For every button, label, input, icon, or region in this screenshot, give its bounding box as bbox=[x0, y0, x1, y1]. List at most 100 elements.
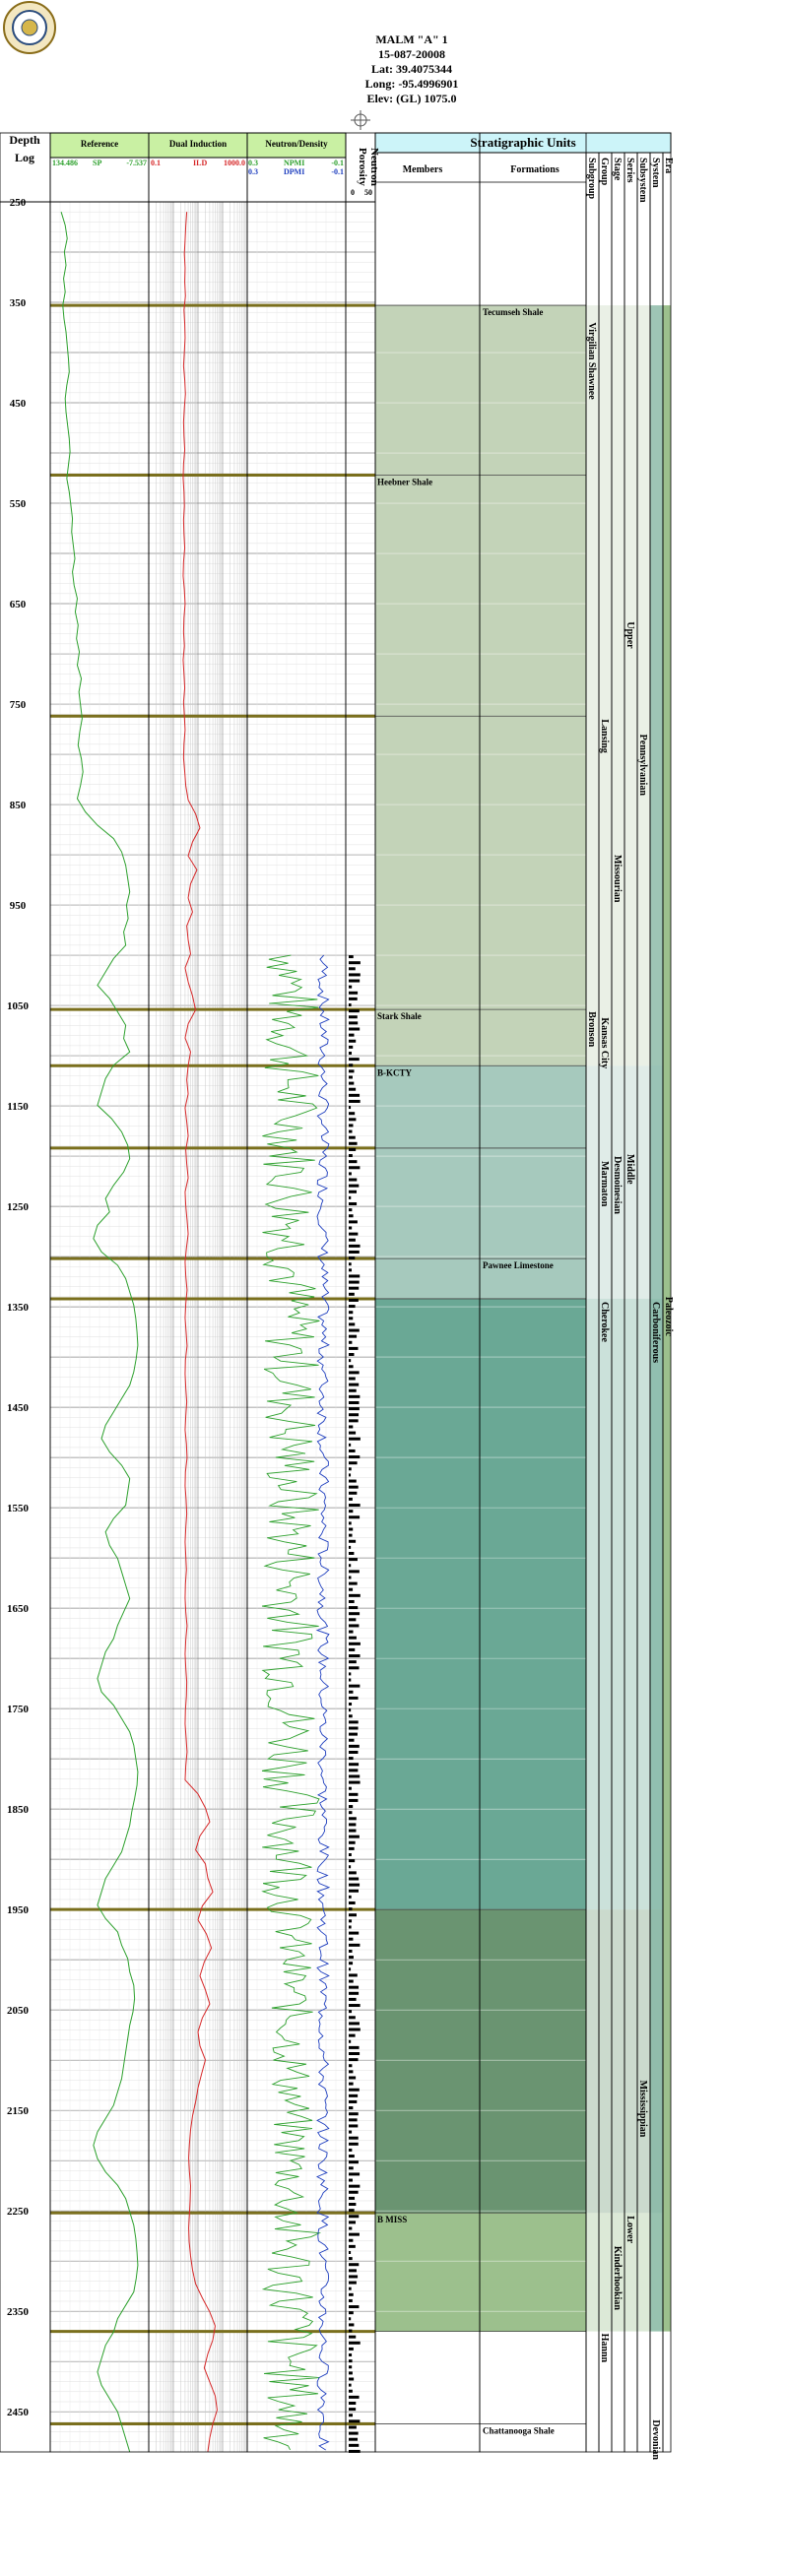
strat-unit-label: Upper bbox=[624, 621, 635, 649]
porosity-fill bbox=[349, 2311, 354, 2315]
strat-unit-label: Lansing bbox=[599, 719, 610, 752]
porosity-fill bbox=[349, 1124, 354, 1127]
ild-scale-curve: ILD bbox=[193, 159, 207, 167]
porosity-fill bbox=[349, 1256, 356, 1260]
dpmi-scale-curve: DPMI bbox=[284, 167, 304, 176]
porosity-fill bbox=[349, 1612, 361, 1616]
porosity-fill bbox=[349, 1394, 361, 1398]
porosity-fill bbox=[349, 2305, 360, 2309]
porosity-fill bbox=[349, 1112, 356, 1116]
porosity-fill bbox=[349, 2215, 360, 2219]
porosity-fill bbox=[349, 1647, 356, 1651]
porosity-fill bbox=[349, 1606, 359, 1610]
strat-unit-label: Carboniferous bbox=[650, 1302, 661, 1363]
crosshair-icon bbox=[351, 110, 370, 130]
porosity-fill bbox=[349, 1365, 354, 1369]
porosity-fill bbox=[349, 1497, 353, 1501]
porosity-fill bbox=[349, 1757, 354, 1761]
depth-tick-label: 1450 bbox=[7, 1402, 30, 1414]
strat-unit-label: Kinderhookian bbox=[612, 2246, 623, 2310]
porosity-fill bbox=[349, 2118, 358, 2122]
formation-top-label: Tecumseh Shale bbox=[483, 307, 543, 317]
porosity-fill bbox=[349, 2058, 359, 2062]
porosity-fill bbox=[349, 1696, 359, 1700]
depth-tick-label: 2250 bbox=[7, 2206, 30, 2218]
porosity-fill bbox=[349, 1093, 361, 1097]
ild-scale-max: 1000.0 bbox=[224, 159, 245, 167]
porosity-fill bbox=[349, 2064, 353, 2068]
npmi-scale-max: -0.1 bbox=[331, 159, 344, 167]
porosity-fill bbox=[349, 1214, 354, 1218]
npmi-scale-curve: NPMI bbox=[284, 159, 304, 167]
porosity-fill bbox=[349, 2160, 359, 2164]
porosity-fill bbox=[349, 1558, 358, 1562]
neutron-density-title: Neutron/Density bbox=[265, 139, 328, 149]
porosity-fill bbox=[349, 2269, 357, 2273]
porosity-fill bbox=[349, 1533, 353, 1537]
porosity-fill bbox=[349, 1250, 360, 1254]
porosity-fill bbox=[349, 1943, 361, 1947]
porosity-fill bbox=[349, 1437, 361, 1441]
porosity-fill bbox=[349, 1690, 354, 1694]
depth-tick-label: 650 bbox=[10, 599, 27, 611]
porosity-fill bbox=[349, 1106, 352, 1110]
porosity-fill bbox=[349, 1829, 357, 1833]
porosity-fill bbox=[349, 1545, 352, 1549]
porosity-fill bbox=[349, 2419, 361, 2423]
porosity-fill bbox=[349, 2004, 361, 2008]
porosity-fill bbox=[349, 1811, 353, 1815]
porosity-fill bbox=[349, 1720, 359, 1724]
depth-tick-label: 1550 bbox=[7, 1503, 30, 1514]
porosity-fill bbox=[349, 2443, 360, 2447]
porosity-fill bbox=[349, 2292, 354, 2296]
porosity-fill bbox=[349, 1479, 357, 1483]
formation-top-label: Stark Shale bbox=[377, 1011, 422, 1021]
porosity-fill bbox=[349, 979, 361, 983]
strat-unit-label: Virgilian Shawnee bbox=[586, 322, 597, 400]
porosity-fill bbox=[349, 1063, 354, 1067]
porosity-fill bbox=[349, 2298, 353, 2302]
porosity-fill bbox=[349, 1400, 360, 1404]
porosity-fill bbox=[349, 1305, 356, 1309]
porosity-fill bbox=[349, 1051, 353, 1055]
dpmi-curve bbox=[315, 954, 331, 2451]
porosity-fill bbox=[349, 1262, 352, 1266]
porosity-fill bbox=[349, 1636, 357, 1640]
porosity-fill bbox=[349, 1443, 352, 1447]
porosity-fill bbox=[349, 1172, 352, 1176]
porosity-fill bbox=[349, 2449, 361, 2453]
porosity-fill bbox=[349, 1527, 354, 1531]
porosity-fill bbox=[349, 1521, 352, 1525]
porosity-fill bbox=[349, 2329, 353, 2333]
porosity-fill bbox=[349, 1925, 352, 1929]
porosity-fill bbox=[349, 1141, 358, 1145]
strat-band bbox=[375, 2213, 586, 2332]
porosity-fill bbox=[349, 1726, 359, 1730]
porosity-fill bbox=[349, 1334, 358, 1338]
longitude: Long: -95.4996901 bbox=[365, 77, 459, 91]
porosity-fill bbox=[349, 1780, 361, 1784]
porosity-fill bbox=[349, 2184, 361, 2188]
porosity-fill bbox=[349, 1346, 359, 1350]
porosity-fill bbox=[349, 2425, 357, 2429]
strat-unit-label: Cherokee bbox=[599, 1302, 610, 1342]
formation-top-label: Heebner Shale bbox=[377, 477, 432, 486]
porosity-fill bbox=[349, 1798, 359, 1802]
porosity-fill bbox=[349, 1504, 361, 1508]
depth-tick-label: 1950 bbox=[7, 1904, 30, 1916]
strat-unit-label: Paleozoic bbox=[663, 1297, 674, 1337]
porosity-fill bbox=[349, 2022, 360, 2026]
porosity-fill bbox=[349, 1058, 360, 1062]
well-name: MALM "A" 1 bbox=[375, 32, 447, 46]
porosity-fill bbox=[349, 2039, 352, 2043]
porosity-fill bbox=[349, 1129, 353, 1133]
porosity-fill bbox=[349, 1907, 353, 1911]
porosity-fill bbox=[349, 961, 361, 965]
porosity-fill bbox=[349, 1714, 353, 1718]
strat-band bbox=[375, 1065, 586, 1299]
porosity-fill bbox=[349, 2359, 353, 2363]
porosity-fill bbox=[349, 1021, 359, 1025]
porosity-fill bbox=[349, 2286, 352, 2290]
porosity-fill bbox=[349, 1015, 358, 1019]
porosity-fill bbox=[349, 1564, 352, 1568]
